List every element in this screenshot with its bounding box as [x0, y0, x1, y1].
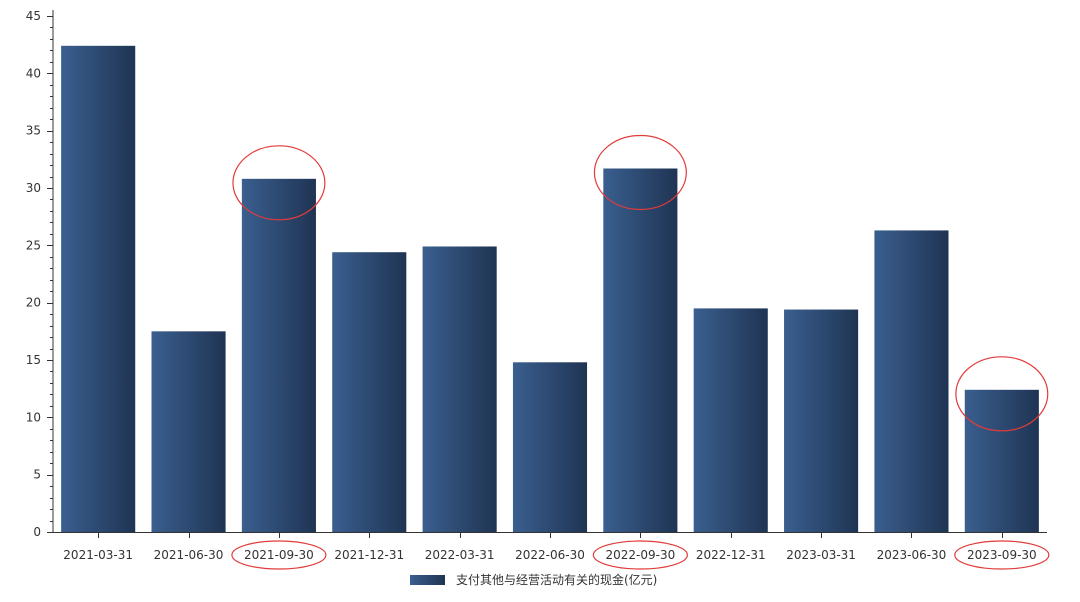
x-tick-label: 2023-03-31: [786, 548, 856, 562]
y-tick-label: 25: [26, 238, 41, 252]
y-tick-label: 20: [26, 296, 41, 310]
bar-2021-09-30[interactable]: [241, 178, 316, 532]
highlight-annotations: [231, 134, 1050, 570]
highlight-label-2022-09-30: [592, 540, 688, 570]
x-tick-label: 2021-09-30: [244, 548, 314, 562]
x-axis: 2021-03-31 2021-06-30 2021-09-30 2021-12-31…: [53, 532, 1047, 562]
x-tick-label: 2021-12-31: [334, 548, 404, 562]
x-tick-label: 2022-12-31: [696, 548, 766, 562]
bar-2022-03-31[interactable]: [422, 246, 497, 533]
bar-2021-12-31[interactable]: [332, 252, 407, 533]
y-tick-label: 45: [26, 9, 41, 23]
x-tick-label: 2021-03-31: [63, 548, 133, 562]
y-tick-label: 30: [26, 181, 41, 195]
x-tick-label: 2021-06-30: [154, 548, 224, 562]
bar-2021-06-30[interactable]: [151, 331, 226, 532]
y-tick-label: 40: [26, 66, 41, 80]
bars: [61, 45, 1039, 533]
y-axis: 0 5 10 15 20 25 30 35 40 45: [26, 9, 54, 539]
x-tick-label: 2022-06-30: [515, 548, 585, 562]
y-tick-label: 10: [26, 410, 41, 424]
legend-swatch: [410, 575, 445, 585]
x-tick-label: 2022-03-31: [425, 548, 495, 562]
legend-label: 支付其他与经营活动有关的现金(亿元): [456, 572, 657, 587]
bar-2023-09-30[interactable]: [964, 389, 1039, 532]
bar-2022-06-30[interactable]: [512, 362, 588, 532]
bar-2023-03-31[interactable]: [784, 309, 859, 532]
legend[interactable]: 支付其他与经营活动有关的现金(亿元): [410, 572, 657, 587]
y-tick-label: 5: [33, 468, 41, 482]
y-tick-label: 35: [26, 124, 41, 138]
highlight-bar-top-2022-09-30: [593, 134, 687, 211]
bar-2022-12-31[interactable]: [693, 308, 768, 532]
highlight-label-2021-09-30: [231, 540, 327, 570]
highlight-label-2023-09-30: [954, 540, 1050, 570]
bar-2023-06-30[interactable]: [874, 230, 949, 532]
y-tick-label: 15: [26, 353, 41, 367]
x-tick-label: 2023-06-30: [877, 548, 947, 562]
y-tick-label: 0: [33, 525, 41, 539]
x-tick-label: 2022-09-30: [605, 548, 675, 562]
x-tick-label: 2023-09-30: [967, 548, 1037, 562]
bar-2022-09-30[interactable]: [603, 168, 678, 533]
bar-2021-03-31[interactable]: [61, 45, 136, 533]
highlight-bar-top-2023-09-30: [955, 356, 1049, 432]
highlight-bar-top-2021-09-30: [232, 145, 326, 221]
